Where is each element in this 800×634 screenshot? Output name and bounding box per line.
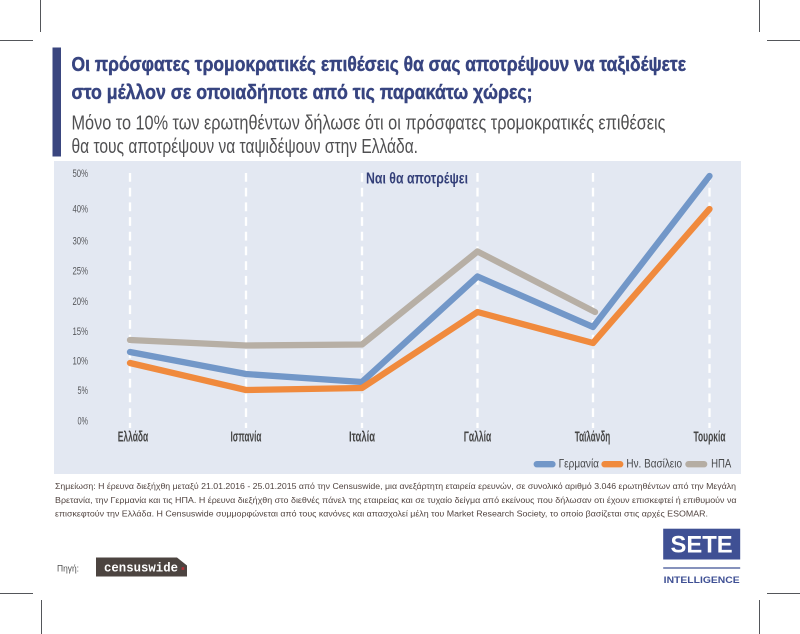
svg-text:30%: 30% [73,236,89,248]
svg-text:Βρετανία, την Γερμανία και τις: Βρετανία, την Γερμανία και τις ΗΠΑ. Η έρ… [55,495,737,505]
svg-text:Ιταλία: Ιταλία [349,430,375,446]
svg-text:SETE: SETE [671,532,733,559]
svg-text:Τουρκία: Τουρκία [694,430,726,446]
svg-text:50%: 50% [73,168,89,180]
svg-text:επισκεφτούν την Ελλάδα. Η Cens: επισκεφτούν την Ελλάδα. Η Censuswide συμ… [55,509,708,519]
svg-text:Οι πρόσφατες τρομοκρατικές επι: Οι πρόσφατες τρομοκρατικές επιθέσεις θα … [72,54,687,76]
svg-text:20%: 20% [73,296,89,308]
svg-text:Μόνο το 10% των ερωτηθέντων δή: Μόνο το 10% των ερωτηθέντων δήλωσε ότι ο… [72,112,666,135]
svg-text:Ταϊλάνδη: Ταϊλάνδη [575,430,610,446]
svg-text:Ην. Βασίλειο: Ην. Βασίλειο [626,456,682,470]
svg-text:Ελλάδα: Ελλάδα [118,430,149,446]
svg-text:10%: 10% [73,356,89,368]
svg-text:ΗΠΑ: ΗΠΑ [711,456,731,470]
svg-text:Γερμανία: Γερμανία [559,456,599,470]
svg-text:Πηγή:: Πηγή: [57,564,79,575]
svg-text:15%: 15% [73,326,89,338]
svg-text:0%: 0% [78,415,89,427]
svg-text:θα τους αποτρέψουν να ταψιδέψο: θα τους αποτρέψουν να ταψιδέψουν στην Ελ… [72,135,419,158]
svg-text:Γαλλία: Γαλλία [464,430,492,446]
svg-text:40%: 40% [73,203,89,215]
svg-text:5%: 5% [78,385,89,397]
svg-text:INTELLIGENCE: INTELLIGENCE [664,575,740,586]
svg-text:Ισπανία: Ισπανία [231,430,262,446]
svg-text:Σημείωση: Η έρευνα διεξήχθη με: Σημείωση: Η έρευνα διεξήχθη μεταξύ 21.01… [55,481,736,491]
svg-text:Ναι θα αποτρέψει: Ναι θα αποτρέψει [366,171,468,188]
svg-text:25%: 25% [73,266,89,278]
svg-text:censuswide: censuswide [104,562,178,576]
svg-text:στο μέλλον σε οποιαδήποτε από: στο μέλλον σε οποιαδήποτε από τις παρακά… [72,82,533,104]
